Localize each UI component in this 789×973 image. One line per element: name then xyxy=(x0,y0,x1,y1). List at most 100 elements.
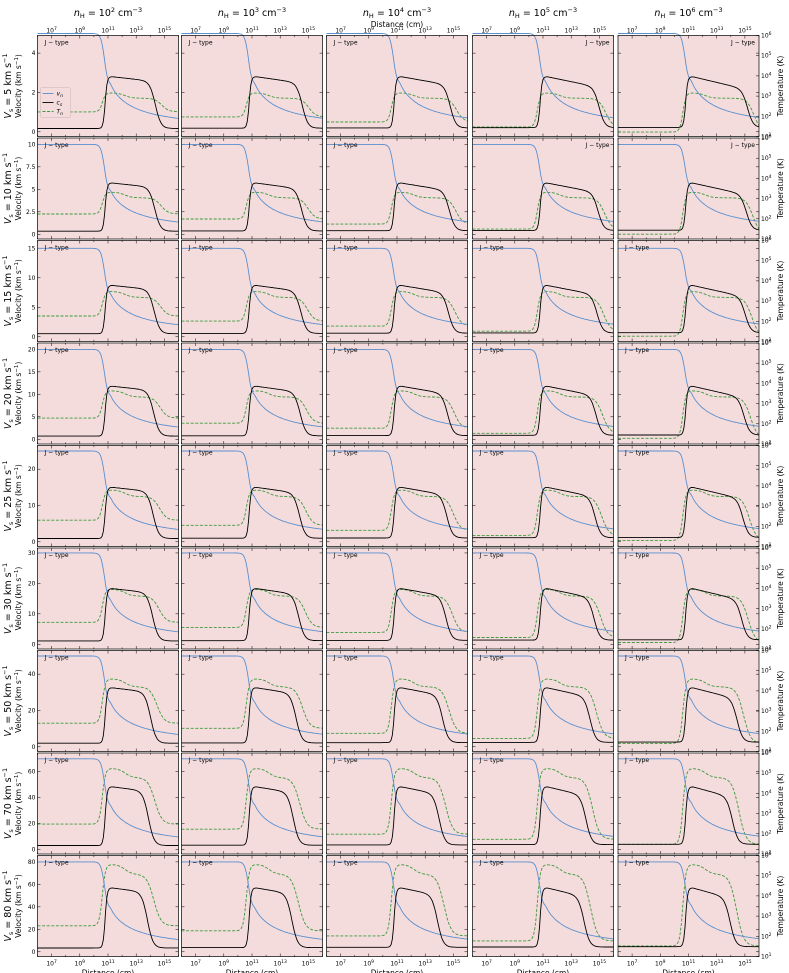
y2-tick-label: 102 xyxy=(761,317,772,326)
panel: J − type xyxy=(472,342,614,445)
panel: J − type xyxy=(326,342,468,445)
y2-tick-label: 103 xyxy=(761,399,772,408)
series-vn-line xyxy=(37,861,179,941)
series-Tn-line xyxy=(618,678,760,744)
shock-type-label: J − type xyxy=(188,757,213,764)
series-cs-line xyxy=(181,385,323,437)
panel: J − type xyxy=(181,650,323,752)
ylabel-left: Velocity (km s−1) xyxy=(14,54,23,118)
series-vn-line xyxy=(472,861,614,940)
row-label: Vs = 15 km s−1 xyxy=(1,255,15,326)
panel: J − type xyxy=(326,240,468,342)
shock-type-label: J − type xyxy=(333,450,358,457)
y-tick-label: 10 xyxy=(28,275,36,282)
x-tick-label-top: 1011 xyxy=(536,26,550,35)
panel-background xyxy=(37,855,179,957)
series-cs-line xyxy=(472,486,614,539)
panel-background xyxy=(181,753,323,854)
series-Tn-line xyxy=(37,489,179,521)
row-label: Vs = 25 km s−1 xyxy=(1,460,15,531)
panel: J − type 107 109 1011 1013 1015 xyxy=(472,26,614,137)
y2-tick-label: 104 xyxy=(761,686,772,695)
series-cs-line xyxy=(326,385,468,437)
x-tick-label: 1015 xyxy=(158,959,172,968)
panel-frame xyxy=(617,752,760,855)
y-tick-label: 20 xyxy=(28,926,36,933)
shock-type-label: J − type xyxy=(730,40,755,47)
y-tick-label: 30 xyxy=(28,550,36,557)
panel-frame xyxy=(181,855,323,957)
row-label: Vs = 70 km s−1 xyxy=(1,768,15,839)
y2-tick-label: 105 xyxy=(761,154,772,163)
y2-tick-label: 105 xyxy=(761,256,772,265)
panel-frame xyxy=(326,240,468,342)
y2-tick-label: 104 xyxy=(761,71,772,80)
shock-type-label: J − type xyxy=(333,40,358,47)
legend-entry: Tn xyxy=(57,109,64,118)
series-cs-line xyxy=(37,76,179,129)
y2-tick-label: 105 xyxy=(761,871,772,880)
x-tick-label: 1013 xyxy=(565,959,579,968)
x-tick-label-top: 107 xyxy=(481,26,492,35)
x-tick-label-top: 1013 xyxy=(130,26,144,35)
series-cs-line xyxy=(618,786,759,845)
series-vn-line xyxy=(326,33,468,119)
panel-frame xyxy=(326,855,468,957)
panel-frame xyxy=(472,137,614,240)
y-tick-label: 0 xyxy=(32,744,36,751)
panel-background xyxy=(618,753,759,854)
panel: J − type xyxy=(181,342,323,445)
x-tick-label-top: 1011 xyxy=(101,26,115,35)
y-tick-label: 0 xyxy=(32,231,36,238)
panel-background xyxy=(618,855,759,957)
ylabel-right: Temperature (K) xyxy=(776,876,785,938)
y-tick-label: 10 xyxy=(28,502,36,509)
panel-frame xyxy=(617,137,760,240)
y2-tick-label: 102 xyxy=(761,932,772,941)
panel-background xyxy=(326,650,468,752)
y-tick-label: 5 xyxy=(32,186,36,193)
series-Tn-line xyxy=(326,589,468,633)
series-cs-line xyxy=(37,786,179,846)
column-title: nH = 103 cm−3 xyxy=(218,6,286,20)
series-vn-line xyxy=(181,552,323,633)
series-Tn-line xyxy=(37,589,179,623)
shock-type-label: J − type xyxy=(44,860,69,867)
y-tick-label: 7.5 xyxy=(26,164,36,171)
y-tick-label: 80 xyxy=(28,859,36,866)
y-tick-label: 20 xyxy=(28,707,36,714)
shock-type-label: J − type xyxy=(188,347,213,354)
y2-tick-label: 101 xyxy=(761,645,772,654)
series-Tn-line xyxy=(472,589,614,638)
y2-tick-label: 105 xyxy=(761,564,772,573)
panel: J − type xyxy=(472,445,614,547)
series-Tn-line xyxy=(181,864,323,932)
series-cs-line xyxy=(618,887,759,948)
panel-frame xyxy=(37,35,179,137)
column-title: nH = 106 cm−3 xyxy=(654,6,722,20)
series-cs-line xyxy=(472,182,614,231)
xlabel-bottom: Distance (cm) xyxy=(517,969,570,973)
panel: J − type 0 20 40 xyxy=(28,650,179,752)
panel-background xyxy=(326,548,468,649)
series-vn-line xyxy=(326,552,468,632)
y2-tick-label: 101 xyxy=(761,542,772,551)
panel-frame xyxy=(326,445,468,547)
shock-type-label: J − type xyxy=(188,860,213,867)
panel-frame xyxy=(37,855,179,957)
shock-type-label: J − type xyxy=(333,347,358,354)
panel-background xyxy=(472,240,614,342)
panel: J − type xyxy=(472,547,614,650)
series-vn-line xyxy=(326,861,468,940)
series-vn-line xyxy=(37,552,179,633)
panel-background xyxy=(618,343,759,444)
y2-tick-label: 106 xyxy=(761,134,772,143)
row-label: Vs = 50 km s−1 xyxy=(1,665,15,736)
x-tick-label-top: 109 xyxy=(219,26,230,35)
x-tick-label: 109 xyxy=(510,959,521,968)
row-label: Vs = 10 km s−1 xyxy=(1,153,15,224)
y-tick-label: 20 xyxy=(28,466,36,473)
series-cs-line xyxy=(472,76,614,129)
y-tick-label: 0 xyxy=(32,641,36,648)
panel: J − type 101 102 103 104 105 106 xyxy=(617,544,772,654)
